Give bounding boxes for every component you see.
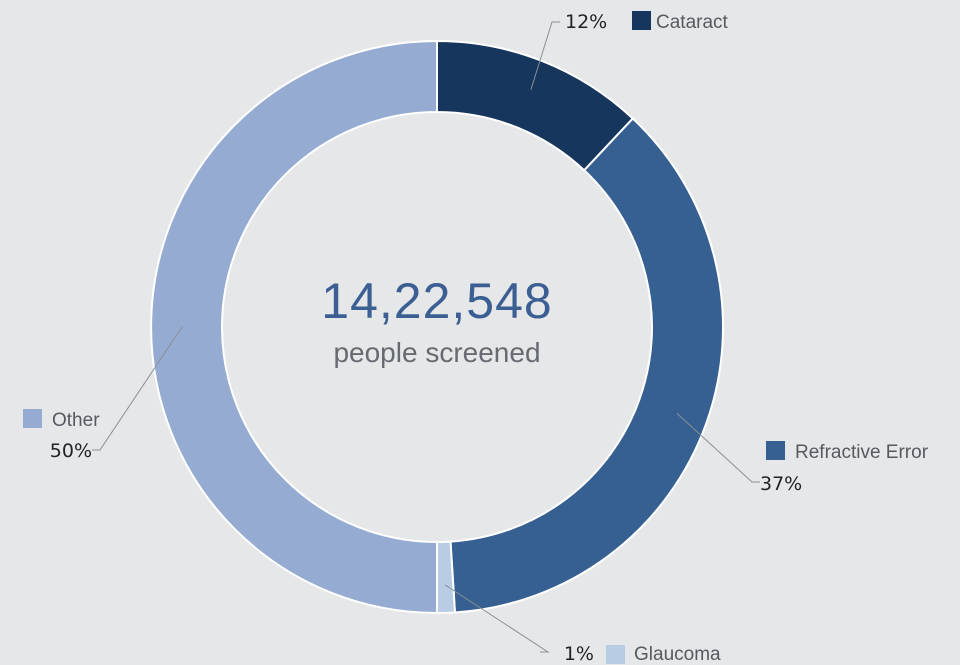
center-value: 14,22,548 bbox=[321, 273, 552, 329]
legend-swatch-cataract bbox=[632, 11, 651, 30]
slice-refractive-error bbox=[449, 117, 724, 614]
leader-line-cataract bbox=[530, 21, 560, 91]
legend-swatch-refractive-error bbox=[766, 441, 785, 460]
slice-other bbox=[150, 39, 438, 615]
slice-percent-cataract: 12% bbox=[565, 11, 607, 33]
slice-percent-other: 50% bbox=[50, 440, 92, 462]
slice-name-glaucoma: Glaucoma bbox=[634, 644, 721, 665]
slice-name-other: Other bbox=[52, 410, 100, 431]
center-caption: people screened bbox=[333, 337, 540, 368]
slice-percent-refractive-error: 37% bbox=[760, 473, 802, 495]
slice-name-cataract: Cataract bbox=[656, 12, 729, 33]
legend-swatch-glaucoma bbox=[606, 645, 625, 664]
leader-line-refractive-error bbox=[676, 413, 760, 483]
leader-line-glaucoma bbox=[444, 584, 550, 653]
leader-line-other bbox=[92, 326, 183, 451]
legend-swatch-other bbox=[23, 409, 42, 428]
slice-name-refractive-error: Refractive Error bbox=[795, 442, 929, 463]
slice-percent-glaucoma: 1% bbox=[564, 643, 594, 665]
donut-slices bbox=[150, 39, 724, 615]
slice-labels: Cataract 12% Refractive Error 37% Glaucoma 1%… bbox=[23, 11, 929, 665]
leader-lines bbox=[92, 21, 760, 653]
